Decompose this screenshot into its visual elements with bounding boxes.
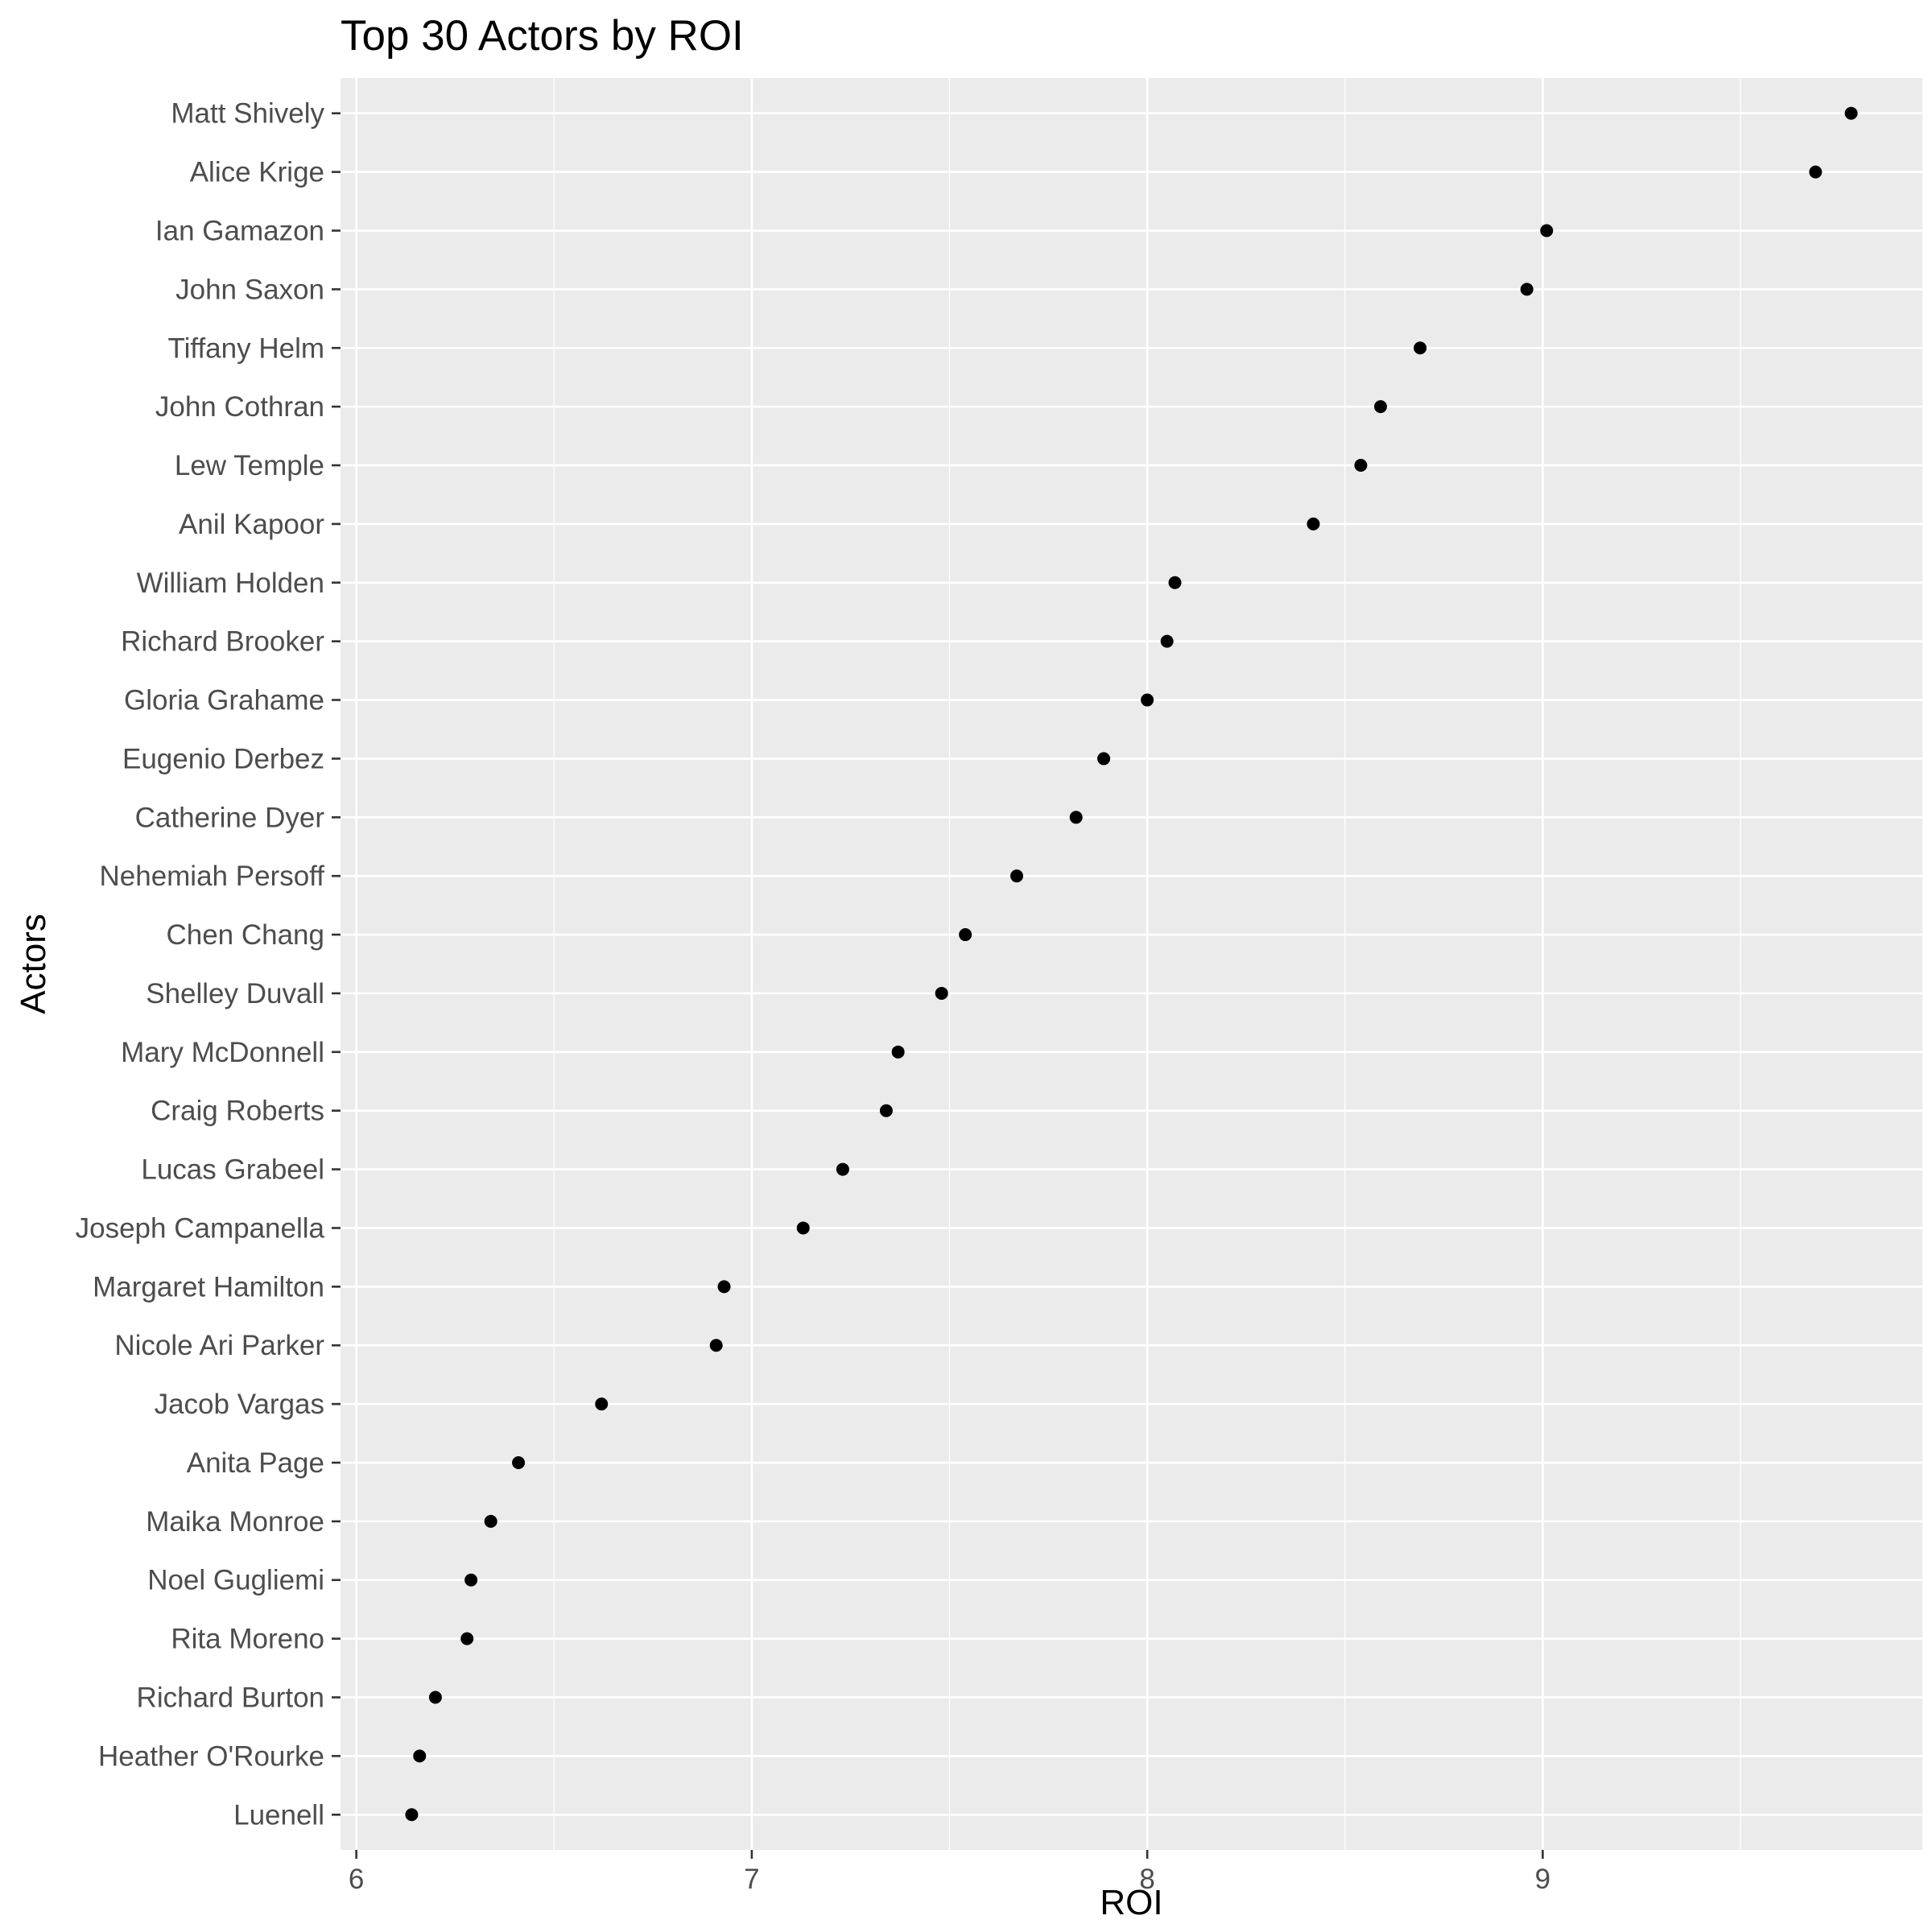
- data-point: [1160, 634, 1174, 648]
- data-point: [1141, 693, 1154, 707]
- data-point: [1010, 869, 1024, 883]
- data-point: [1373, 400, 1387, 414]
- y-tick-label: Anita Page: [187, 1447, 324, 1479]
- data-point: [484, 1514, 497, 1528]
- y-tick-label: William Holden: [137, 568, 324, 599]
- x-tick-label: 9: [1535, 1864, 1550, 1895]
- y-tick-label: Tiffany Helm: [168, 332, 325, 364]
- y-tick-label: Ian Gamazon: [155, 215, 324, 246]
- data-point: [1097, 752, 1111, 766]
- data-point: [1809, 165, 1823, 179]
- data-point: [460, 1632, 474, 1645]
- data-point: [717, 1280, 731, 1294]
- y-tick-label: John Saxon: [175, 274, 324, 305]
- axes: 6 7 8 9 Matt Shively Alice Krige Ian Gamazon Jo…: [76, 98, 1551, 1895]
- y-tick-label: Shelley Duvall: [146, 978, 324, 1009]
- x-axis-title: ROI: [1100, 1883, 1162, 1922]
- data-point: [1354, 459, 1368, 473]
- data-point: [796, 1221, 810, 1235]
- y-tick-label: Joseph Campanella: [76, 1212, 325, 1244]
- data-point: [935, 986, 948, 1000]
- data-point: [709, 1339, 723, 1352]
- data-point: [413, 1749, 427, 1763]
- y-tick-label: Heather O'Rourke: [98, 1740, 324, 1772]
- y-tick-label: Noel Gugliemi: [147, 1565, 324, 1596]
- y-tick-label: Nehemiah Persoff: [99, 861, 324, 892]
- data-point: [891, 1045, 905, 1059]
- y-tick-label: Mary McDonnell: [121, 1037, 324, 1068]
- data-point: [1069, 811, 1083, 824]
- x-tick-label: 8: [1139, 1864, 1154, 1895]
- y-axis-title: Actors: [14, 914, 53, 1014]
- data-point: [1307, 517, 1320, 530]
- y-tick-label: Jacob Vargas: [155, 1389, 324, 1420]
- data-point: [428, 1690, 442, 1704]
- data-point: [1844, 106, 1858, 120]
- data-point: [836, 1162, 849, 1176]
- y-tick-label: Maika Monroe: [146, 1506, 324, 1538]
- grid-lines: [341, 78, 1922, 1850]
- y-tick-label: Catherine Dyer: [135, 802, 325, 833]
- data-point: [464, 1573, 478, 1587]
- y-tick-label: Margaret Hamilton: [93, 1271, 324, 1302]
- data-points: [405, 106, 1858, 1822]
- y-tick-label: Nicole Ari Parker: [114, 1330, 324, 1361]
- y-tick-label: Rita Moreno: [171, 1624, 324, 1655]
- data-point: [959, 928, 972, 942]
- y-tick-label: Anil Kapoor: [179, 509, 324, 540]
- data-point: [879, 1104, 893, 1117]
- data-point: [1520, 283, 1534, 296]
- chart-title: Top 30 Actors by ROI: [341, 12, 744, 60]
- data-point: [1168, 576, 1182, 589]
- y-tick-label: Chen Chang: [166, 919, 324, 951]
- y-tick-label: Richard Burton: [137, 1682, 324, 1714]
- y-tick-label: John Cothran: [155, 391, 324, 423]
- data-point: [1414, 341, 1427, 355]
- y-tick-label: Richard Brooker: [121, 626, 324, 658]
- y-tick-label: Eugenio Derbez: [122, 743, 324, 774]
- data-point: [405, 1808, 419, 1822]
- x-tick-label: 6: [349, 1864, 364, 1895]
- data-point: [1540, 224, 1554, 237]
- plot-panel: [341, 78, 1922, 1850]
- y-tick-label: Matt Shively: [171, 98, 324, 130]
- y-tick-label: Lucas Grabeel: [141, 1154, 324, 1186]
- x-tick-label: 7: [744, 1864, 759, 1895]
- y-tick-label: Alice Krige: [190, 157, 324, 188]
- data-point: [512, 1455, 526, 1469]
- y-tick-label: Luenell: [233, 1799, 324, 1831]
- y-tick-label: Lew Temple: [175, 450, 324, 481]
- y-tick-label: Gloria Grahame: [124, 685, 324, 716]
- y-tick-label: Craig Roberts: [151, 1096, 324, 1127]
- data-point: [595, 1397, 609, 1411]
